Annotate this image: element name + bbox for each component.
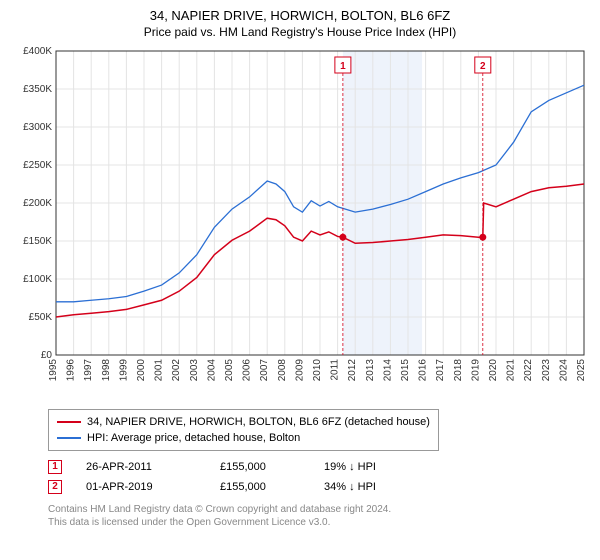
marker-price: £155,000 (220, 477, 300, 497)
svg-text:2020: 2020 (488, 359, 499, 382)
svg-text:2021: 2021 (506, 359, 517, 382)
chart-title: 34, NAPIER DRIVE, HORWICH, BOLTON, BL6 6… (8, 8, 592, 23)
svg-text:2025: 2025 (576, 359, 587, 382)
svg-text:£50K: £50K (29, 312, 53, 323)
svg-text:2004: 2004 (206, 359, 217, 382)
svg-text:1996: 1996 (66, 359, 77, 382)
svg-text:2019: 2019 (470, 359, 481, 382)
footer-line: Contains HM Land Registry data © Crown c… (48, 503, 592, 516)
svg-text:£400K: £400K (23, 46, 52, 57)
svg-text:2011: 2011 (330, 359, 341, 381)
legend-label: HPI: Average price, detached house, Bolt… (87, 430, 300, 446)
svg-text:2015: 2015 (400, 359, 411, 382)
svg-text:2: 2 (480, 61, 486, 72)
svg-text:2017: 2017 (435, 359, 446, 382)
svg-text:2012: 2012 (347, 359, 358, 382)
svg-text:£150K: £150K (23, 236, 52, 247)
svg-text:1997: 1997 (83, 359, 94, 382)
chart-container: 34, NAPIER DRIVE, HORWICH, BOLTON, BL6 6… (8, 8, 592, 529)
svg-text:2000: 2000 (136, 359, 147, 382)
marker-price: £155,000 (220, 457, 300, 477)
marker-badge: 2 (48, 480, 62, 494)
svg-text:2006: 2006 (242, 359, 253, 382)
svg-text:2014: 2014 (382, 359, 393, 382)
svg-text:2009: 2009 (294, 359, 305, 382)
marker-badge: 1 (48, 460, 62, 474)
marker-row: 2 01-APR-2019 £155,000 34% ↓ HPI (48, 477, 592, 497)
svg-text:2024: 2024 (558, 359, 569, 382)
footer: Contains HM Land Registry data © Crown c… (48, 503, 592, 529)
legend-row: HPI: Average price, detached house, Bolt… (57, 430, 430, 446)
svg-text:2008: 2008 (277, 359, 288, 382)
svg-text:2013: 2013 (365, 359, 376, 382)
legend: 34, NAPIER DRIVE, HORWICH, BOLTON, BL6 6… (48, 409, 439, 451)
svg-text:2007: 2007 (259, 359, 270, 382)
svg-text:2016: 2016 (418, 359, 429, 382)
svg-text:2023: 2023 (541, 359, 552, 382)
legend-row: 34, NAPIER DRIVE, HORWICH, BOLTON, BL6 6… (57, 414, 430, 430)
svg-text:2001: 2001 (154, 359, 165, 382)
marker-delta: 19% ↓ HPI (324, 457, 376, 477)
marker-row: 1 26-APR-2011 £155,000 19% ↓ HPI (48, 457, 592, 477)
svg-text:2022: 2022 (523, 359, 534, 382)
plot-area: £0£50K£100K£150K£200K£250K£300K£350K£400… (8, 45, 592, 405)
svg-text:2005: 2005 (224, 359, 235, 382)
marker-date: 01-APR-2019 (86, 477, 196, 497)
chart-subtitle: Price paid vs. HM Land Registry's House … (8, 25, 592, 39)
svg-text:2003: 2003 (189, 359, 200, 382)
svg-text:£200K: £200K (23, 198, 52, 209)
legend-label: 34, NAPIER DRIVE, HORWICH, BOLTON, BL6 6… (87, 414, 430, 430)
svg-text:1: 1 (340, 61, 346, 72)
legend-swatch (57, 437, 81, 439)
svg-text:1999: 1999 (118, 359, 129, 382)
svg-text:2010: 2010 (312, 359, 323, 382)
svg-text:£100K: £100K (23, 274, 52, 285)
legend-swatch (57, 421, 81, 423)
svg-text:£350K: £350K (23, 84, 52, 95)
marker-delta: 34% ↓ HPI (324, 477, 376, 497)
svg-text:1998: 1998 (101, 359, 112, 382)
marker-date: 26-APR-2011 (86, 457, 196, 477)
marker-table: 1 26-APR-2011 £155,000 19% ↓ HPI 2 01-AP… (48, 457, 592, 497)
svg-text:1995: 1995 (48, 359, 59, 382)
svg-text:2002: 2002 (171, 359, 182, 382)
footer-line: This data is licensed under the Open Gov… (48, 516, 592, 529)
svg-text:£250K: £250K (23, 160, 52, 171)
svg-text:2018: 2018 (453, 359, 464, 382)
svg-text:£300K: £300K (23, 122, 52, 133)
